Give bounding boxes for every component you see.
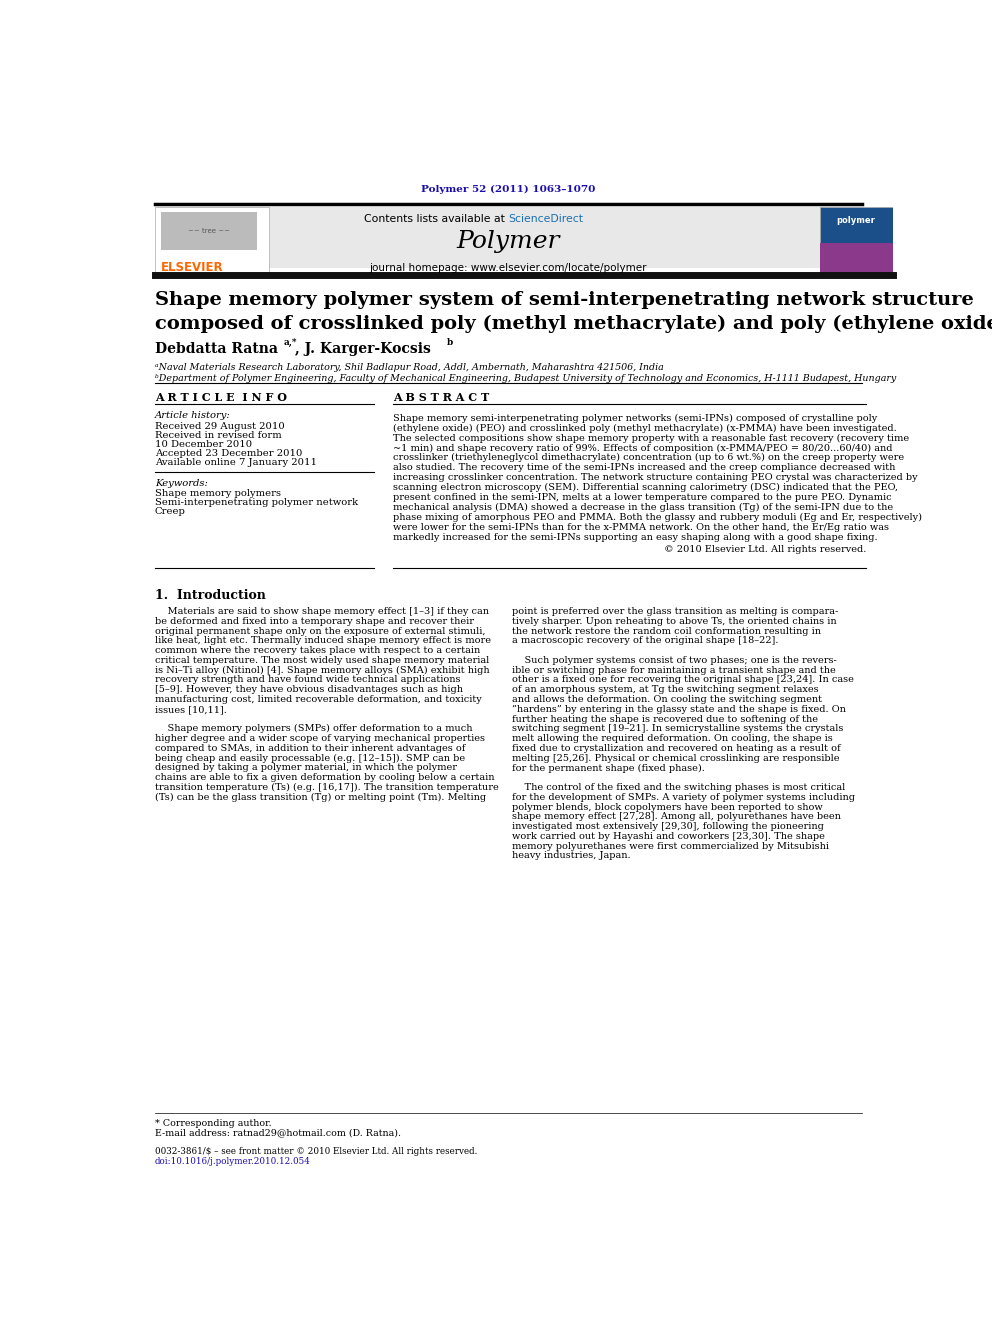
Text: A B S T R A C T: A B S T R A C T: [393, 392, 489, 404]
Text: for the development of SMPs. A variety of polymer systems including: for the development of SMPs. A variety o…: [512, 792, 855, 802]
Text: issues [10,11].: issues [10,11].: [155, 705, 226, 714]
Text: the network restore the random coil conformation resulting in: the network restore the random coil conf…: [512, 627, 821, 635]
Text: ᵇDepartment of Polymer Engineering, Faculty of Mechanical Engineering, Budapest : ᵇDepartment of Polymer Engineering, Facu…: [155, 373, 896, 382]
Text: Materials are said to show shape memory effect [1–3] if they can: Materials are said to show shape memory …: [155, 607, 489, 617]
Text: ELSEVIER: ELSEVIER: [161, 261, 223, 274]
Text: The selected compositions show shape memory property with a reasonable fast reco: The selected compositions show shape mem…: [393, 434, 910, 442]
Text: markedly increased for the semi-IPNs supporting an easy shaping along with a goo: markedly increased for the semi-IPNs sup…: [393, 533, 878, 542]
Text: melting [25,26]. Physical or chemical crosslinking are responsible: melting [25,26]. Physical or chemical cr…: [512, 754, 840, 762]
Text: higher degree and a wider scope of varying mechanical properties: higher degree and a wider scope of varyi…: [155, 734, 485, 744]
Text: [5–9]. However, they have obvious disadvantages such as high: [5–9]. However, they have obvious disadv…: [155, 685, 462, 695]
Text: © 2010 Elsevier Ltd. All rights reserved.: © 2010 Elsevier Ltd. All rights reserved…: [664, 545, 866, 554]
Text: Creep: Creep: [155, 507, 186, 516]
Text: 0032-3861/$ – see front matter © 2010 Elsevier Ltd. All rights reserved.: 0032-3861/$ – see front matter © 2010 El…: [155, 1147, 477, 1156]
Text: Article history:: Article history:: [155, 411, 230, 421]
Bar: [819, 206, 893, 274]
Text: Received 29 August 2010: Received 29 August 2010: [155, 422, 285, 430]
Text: 10 December 2010: 10 December 2010: [155, 441, 252, 448]
Text: also studied. The recovery time of the semi-IPNs increased and the creep complia: also studied. The recovery time of the s…: [393, 463, 896, 472]
Text: for the permanent shape (fixed phase).: for the permanent shape (fixed phase).: [512, 763, 705, 773]
Text: fixed due to crystallization and recovered on heating as a result of: fixed due to crystallization and recover…: [512, 744, 841, 753]
Text: Semi-interpenetrating polymer network: Semi-interpenetrating polymer network: [155, 497, 358, 507]
Text: scanning electron microscopy (SEM). Differential scanning calorimetry (DSC) indi: scanning electron microscopy (SEM). Diff…: [393, 483, 898, 492]
Text: melt allowing the required deformation. On cooling, the shape is: melt allowing the required deformation. …: [512, 734, 833, 744]
Text: other is a fixed one for recovering the original shape [23,24]. In case: other is a fixed one for recovering the …: [512, 676, 854, 684]
Text: Received in revised form: Received in revised form: [155, 431, 282, 439]
Text: E-mail address: ratnad29@hotmail.com (D. Ratna).: E-mail address: ratnad29@hotmail.com (D.…: [155, 1129, 401, 1138]
Text: journal homepage: www.elsevier.com/locate/polymer: journal homepage: www.elsevier.com/locat…: [370, 263, 647, 273]
Text: is Ni–Ti alloy (Nitinol) [4]. Shape memory alloys (SMA) exhibit high: is Ni–Ti alloy (Nitinol) [4]. Shape memo…: [155, 665, 489, 675]
Text: ~~ tree ~~: ~~ tree ~~: [187, 228, 229, 234]
Text: ible or switching phase for maintaining a transient shape and the: ible or switching phase for maintaining …: [512, 665, 836, 675]
Text: phase mixing of amorphous PEO and PMMA. Both the glassy and rubbery moduli (Eg a: phase mixing of amorphous PEO and PMMA. …: [393, 513, 923, 523]
Text: present confined in the semi-IPN, melts at a lower temperature compared to the p: present confined in the semi-IPN, melts …: [393, 493, 892, 503]
Text: Available online 7 January 2011: Available online 7 January 2011: [155, 458, 316, 467]
Text: Accepted 23 December 2010: Accepted 23 December 2010: [155, 448, 303, 458]
Text: heavy industries, Japan.: heavy industries, Japan.: [512, 852, 631, 860]
Text: * Corresponding author.: * Corresponding author.: [155, 1119, 272, 1129]
Text: designed by taking a polymer material, in which the polymer: designed by taking a polymer material, i…: [155, 763, 456, 773]
Text: Shape memory polymers: Shape memory polymers: [155, 488, 281, 497]
Bar: [819, 243, 893, 274]
Text: ScienceDirect: ScienceDirect: [509, 214, 583, 224]
Text: a macroscopic recovery of the original shape [18–22].: a macroscopic recovery of the original s…: [512, 636, 779, 646]
Text: common where the recovery takes place with respect to a certain: common where the recovery takes place wi…: [155, 646, 480, 655]
Text: Shape memory semi-interpenetrating polymer networks (semi-IPNs) composed of crys: Shape memory semi-interpenetrating polym…: [393, 413, 877, 422]
Text: ᵃNaval Materials Research Laboratory, Shil Badlapur Road, Addl, Ambernath, Mahar: ᵃNaval Materials Research Laboratory, Sh…: [155, 363, 664, 372]
Text: (Ts) can be the glass transition (Tg) or melting point (Tm). Melting: (Ts) can be the glass transition (Tg) or…: [155, 792, 486, 802]
Text: a,*: a,*: [284, 339, 298, 347]
Text: chains are able to fix a given deformation by cooling below a certain: chains are able to fix a given deformati…: [155, 773, 494, 782]
Text: of an amorphous system, at Tg the switching segment relaxes: of an amorphous system, at Tg the switch…: [512, 685, 818, 695]
Text: 1.  Introduction: 1. Introduction: [155, 589, 266, 602]
Text: compared to SMAs, in addition to their inherent advantages of: compared to SMAs, in addition to their i…: [155, 744, 465, 753]
Text: polymer: polymer: [836, 216, 875, 225]
Text: manufacturing cost, limited recoverable deformation, and toxicity: manufacturing cost, limited recoverable …: [155, 695, 481, 704]
Text: further heating the shape is recovered due to softening of the: further heating the shape is recovered d…: [512, 714, 818, 724]
Text: critical temperature. The most widely used shape memory material: critical temperature. The most widely us…: [155, 656, 489, 665]
Text: increasing crosslinker concentration. The network structure containing PEO cryst: increasing crosslinker concentration. Th…: [393, 474, 918, 483]
Text: b: b: [446, 339, 453, 347]
Text: Shape memory polymer system of semi-interpenetrating network structure: Shape memory polymer system of semi-inte…: [155, 291, 973, 310]
Text: tively sharper. Upon reheating to above Ts, the oriented chains in: tively sharper. Upon reheating to above …: [512, 617, 837, 626]
Text: A R T I C L E  I N F O: A R T I C L E I N F O: [155, 392, 287, 404]
Text: doi:10.1016/j.polymer.2010.12.054: doi:10.1016/j.polymer.2010.12.054: [155, 1158, 310, 1166]
Text: mechanical analysis (DMA) showed a decrease in the glass transition (Tg) of the : mechanical analysis (DMA) showed a decre…: [393, 503, 893, 512]
Text: like heat, light etc. Thermally induced shape memory effect is more: like heat, light etc. Thermally induced …: [155, 636, 491, 646]
Text: ”hardens” by entering in the glassy state and the shape is fixed. On: ”hardens” by entering in the glassy stat…: [512, 705, 846, 714]
Bar: [161, 212, 257, 250]
Text: Debdatta Ratna: Debdatta Ratna: [155, 343, 278, 356]
Text: polymer blends, block copolymers have been reported to show: polymer blends, block copolymers have be…: [512, 803, 823, 811]
Text: investigated most extensively [29,30], following the pioneering: investigated most extensively [29,30], f…: [512, 822, 824, 831]
Text: The control of the fixed and the switching phases is most critical: The control of the fixed and the switchi…: [512, 783, 845, 792]
Text: , J. Karger-Kocsis: , J. Karger-Kocsis: [295, 343, 431, 356]
Text: shape memory effect [27,28]. Among all, polyurethanes have been: shape memory effect [27,28]. Among all, …: [512, 812, 841, 822]
Text: being cheap and easily processable (e.g. [12–15]). SMP can be: being cheap and easily processable (e.g.…: [155, 754, 465, 763]
Text: transition temperature (Ts) (e.g. [16,17]). The transition temperature: transition temperature (Ts) (e.g. [16,17…: [155, 783, 499, 792]
Text: original permanent shape only on the exposure of external stimuli,: original permanent shape only on the exp…: [155, 627, 485, 635]
Text: Contents lists available at: Contents lists available at: [364, 214, 509, 224]
Bar: [155, 206, 269, 274]
Text: ~1 min) and shape recovery ratio of 99%. Effects of composition (x-PMMA/PEO = 80: ~1 min) and shape recovery ratio of 99%.…: [393, 443, 893, 452]
Text: crosslinker (triethyleneglycol dimethacrylate) concentration (up to 6 wt.%) on t: crosslinker (triethyleneglycol dimethacr…: [393, 454, 904, 463]
Text: recovery strength and have found wide technical applications: recovery strength and have found wide te…: [155, 676, 460, 684]
Text: and allows the deformation. On cooling the switching segment: and allows the deformation. On cooling t…: [512, 695, 822, 704]
Text: point is preferred over the glass transition as melting is compara-: point is preferred over the glass transi…: [512, 607, 838, 617]
Text: Such polymer systems consist of two phases; one is the revers-: Such polymer systems consist of two phas…: [512, 656, 837, 665]
Text: Keywords:: Keywords:: [155, 479, 207, 488]
Text: switching segment [19–21]. In semicrystalline systems the crystals: switching segment [19–21]. In semicrysta…: [512, 725, 843, 733]
Text: (ethylene oxide) (PEO) and crosslinked poly (methyl methacrylate) (x-PMMA) have : (ethylene oxide) (PEO) and crosslinked p…: [393, 423, 897, 433]
Text: Shape memory polymers (SMPs) offer deformation to a much: Shape memory polymers (SMPs) offer defor…: [155, 725, 472, 733]
Text: composed of crosslinked poly (methyl methacrylate) and poly (ethylene oxide): composed of crosslinked poly (methyl met…: [155, 315, 992, 333]
Text: Polymer 52 (2011) 1063–1070: Polymer 52 (2011) 1063–1070: [422, 185, 595, 194]
Text: Polymer: Polymer: [456, 230, 560, 253]
Text: memory polyurethanes were first commercialized by Mitsubishi: memory polyurethanes were first commerci…: [512, 841, 829, 851]
Text: were lower for the semi-IPNs than for the x-PMMA network. On the other hand, the: were lower for the semi-IPNs than for th…: [393, 524, 889, 532]
Text: be deformed and fixed into a temporary shape and recover their: be deformed and fixed into a temporary s…: [155, 617, 474, 626]
Bar: [193, 206, 823, 267]
Text: work carried out by Hayashi and coworkers [23,30]. The shape: work carried out by Hayashi and coworker…: [512, 832, 825, 841]
